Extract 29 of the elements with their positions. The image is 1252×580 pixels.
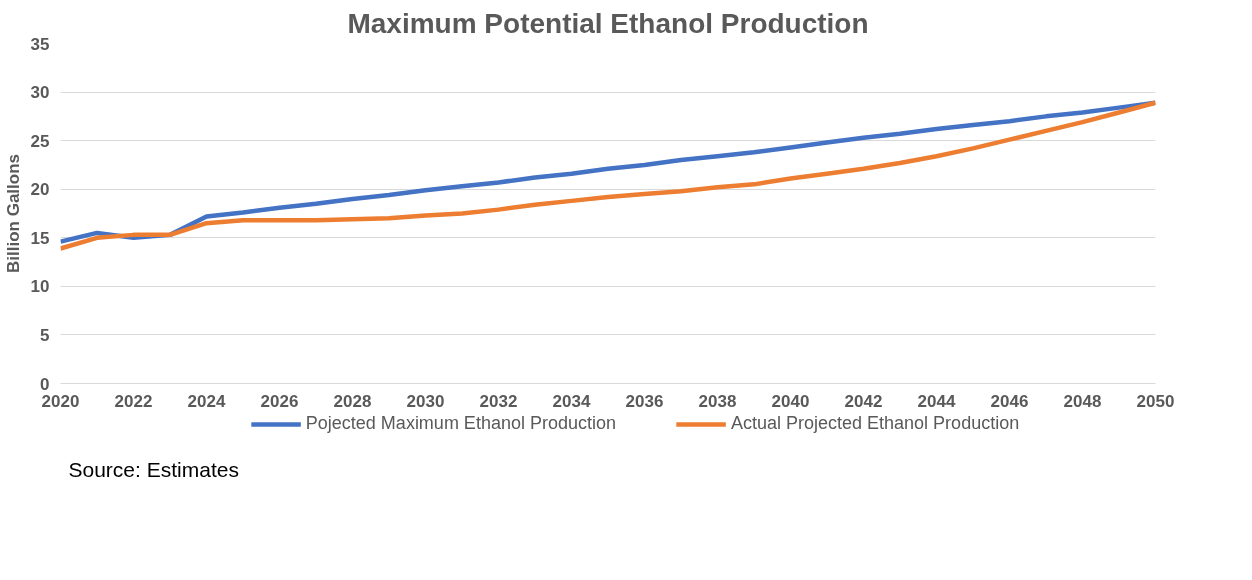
x-tick-label: 2032 <box>479 391 518 411</box>
y-axis-title: Billion Gallons <box>3 153 23 273</box>
y-tick-label: 0 <box>40 374 50 394</box>
x-tick-label: 2046 <box>990 391 1029 411</box>
x-tick-label: 2028 <box>333 391 372 411</box>
chart-title: Maximum Potential Ethanol Production <box>347 7 869 39</box>
x-tick-label: 2044 <box>917 391 956 411</box>
y-tick-label: 5 <box>40 325 50 345</box>
y-tick-label: 10 <box>30 277 50 297</box>
legend-label: Pojected Maximum Ethanol Production <box>305 413 616 434</box>
y-tick-label: 15 <box>30 228 50 248</box>
x-tick-label: 2048 <box>1063 391 1102 411</box>
x-tick-label: 2050 <box>1136 391 1175 411</box>
x-tick-label: 2042 <box>844 391 883 411</box>
x-tick-label: 2030 <box>406 391 445 411</box>
x-tick-label: 2036 <box>625 391 664 411</box>
y-tick-label: 30 <box>30 83 50 103</box>
x-tick-label: 2026 <box>260 391 299 411</box>
source-note: Source: Estimates <box>68 457 239 481</box>
x-tick-label: 2038 <box>698 391 737 411</box>
y-tick-label: 20 <box>30 180 50 200</box>
x-tick-label: 2040 <box>771 391 810 411</box>
x-tick-label: 2022 <box>114 391 153 411</box>
x-tick-label: 2024 <box>187 391 226 411</box>
x-tick-label: 2020 <box>41 391 80 411</box>
y-tick-label: 25 <box>30 131 50 151</box>
legend-label: Actual Projected Ethanol Production <box>730 413 1020 434</box>
x-tick-label: 2034 <box>552 391 591 411</box>
y-tick-label: 35 <box>30 34 50 54</box>
